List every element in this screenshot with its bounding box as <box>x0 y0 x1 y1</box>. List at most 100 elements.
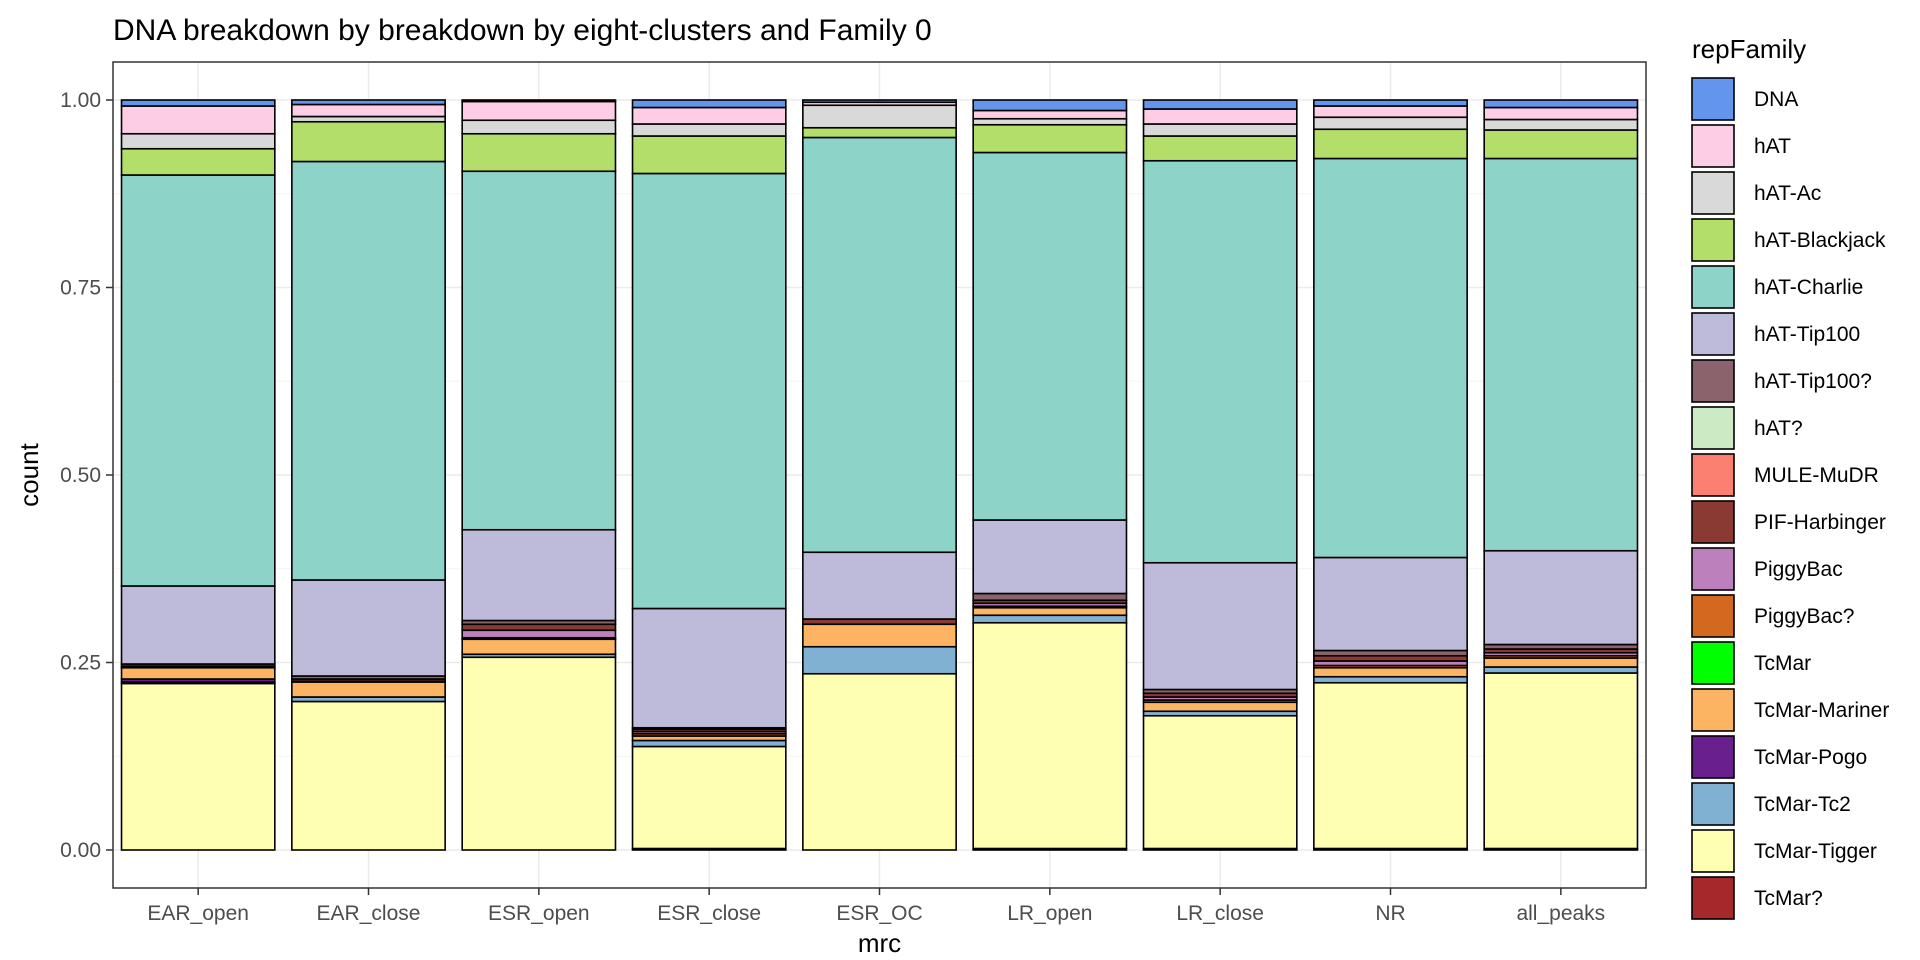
bar-segment-hAT-Ac <box>631 123 787 137</box>
legend-title: repFamily <box>1692 34 1806 64</box>
y-tick-label: 0.75 <box>60 277 101 300</box>
bar-segment-TcMar-Tc2 <box>972 614 1128 624</box>
bar-segment-TcMar-Tigger <box>291 700 446 851</box>
bar-segment-hAT-Tip100 <box>291 579 446 677</box>
bar-segment-DNA <box>291 99 446 106</box>
legend-item-PIF-Harbinger: PIF-Harbinger <box>1691 500 1886 544</box>
bar-stack-EAR_open <box>120 99 276 851</box>
bar-segment-TcMar-Mariner <box>972 606 1128 617</box>
bar-segment-hAT <box>291 103 446 118</box>
legend-item-hAT-Tip100: hAT-Tip100 <box>1691 312 1860 356</box>
y-tick-label: 1.00 <box>60 89 101 112</box>
bar-segment-TcMar-Mariner <box>802 623 957 648</box>
x-axis-title: mrc <box>858 928 901 958</box>
bar-segment-hAT-Charlie <box>631 172 787 610</box>
x-tick-label: all_peaks <box>1516 902 1605 925</box>
bar-segment-DNA <box>1142 99 1298 110</box>
legend-label: hAT <box>1754 135 1791 158</box>
bar-segment-hAT-Blackjack <box>1483 129 1639 160</box>
bar-segment-TcMar-Mariner <box>120 666 276 680</box>
legend-item-hAT-Charlie: hAT-Charlie <box>1691 265 1863 309</box>
legend-label: hAT-Charlie <box>1754 276 1863 299</box>
legend-swatch <box>1691 124 1735 168</box>
bar-segment-hAT-Ac <box>1313 116 1468 131</box>
bar-segment-hAT-Charlie <box>972 151 1128 521</box>
legend-label: TcMar-Tc2 <box>1754 793 1851 816</box>
bar-segment-TcMar-Tigger <box>1142 714 1298 850</box>
legend-item-hAT?: hAT? <box>1691 406 1803 450</box>
legend-swatch <box>1691 782 1735 826</box>
bar-segment-TcMar-Tigger <box>461 656 617 851</box>
legend-item-TcMar-Tc2: TcMar-Tc2 <box>1691 782 1851 826</box>
bar-segment-hAT-Tip100 <box>802 551 957 620</box>
bar-segment-hAT-Charlie <box>120 174 276 587</box>
bar-segment-TcMar-Tc2 <box>1483 666 1639 674</box>
legend-swatch <box>1691 688 1735 732</box>
legend-label: DNA <box>1754 88 1798 111</box>
x-axis: EAR_open EAR_close ESR_open ESR_close ESR_OC… <box>147 888 1605 925</box>
bar-segment-TcMar-Mariner <box>291 681 446 698</box>
legend-item-PiggyBac: PiggyBac <box>1691 547 1843 591</box>
bar-stack-LR_close <box>1142 99 1298 851</box>
legend-item-TcMar-Pogo: TcMar-Pogo <box>1691 735 1867 779</box>
x-tick-label: EAR_open <box>147 902 249 925</box>
bar-segment-hAT-Charlie <box>291 160 446 581</box>
bar-segment-hAT-Charlie <box>461 170 617 531</box>
legend-swatch <box>1691 218 1735 262</box>
legend-swatch <box>1691 312 1735 356</box>
y-axis-title: count <box>14 442 44 506</box>
bar-segment-hAT-Blackjack <box>120 147 276 176</box>
bar-segment-TcMar-Tigger <box>631 745 787 850</box>
bar-segment-hAT-Ac <box>1142 123 1298 137</box>
bar-segment-DNA <box>120 99 276 107</box>
bar-segment-TcMar-Mariner <box>1483 657 1639 668</box>
legend-swatch <box>1691 453 1735 497</box>
x-tick-label: NR <box>1375 902 1405 925</box>
legend-item-hAT: hAT <box>1691 124 1791 168</box>
bar-segment-TcMar-Tigger <box>1483 672 1639 850</box>
bar-segment-TcMar-Tigger <box>120 682 276 851</box>
bar-segment-TcMar-Tigger <box>972 621 1128 850</box>
x-tick-label: ESR_open <box>488 902 590 925</box>
legend-item-hAT-Tip100?: hAT-Tip100? <box>1691 359 1872 403</box>
bar-segment-hAT-Ac <box>461 119 617 135</box>
bar-segment-TcMar-Tc2 <box>1313 675 1468 684</box>
legend-label: hAT-Tip100? <box>1754 370 1872 393</box>
bar-segment-hAT-Blackjack <box>1313 128 1468 160</box>
bar-segment-TcMar-Tigger <box>1313 681 1468 850</box>
legend-swatch <box>1691 500 1735 544</box>
legend-swatch <box>1691 829 1735 873</box>
legend-swatch <box>1691 406 1735 450</box>
legend-label: TcMar <box>1754 652 1811 675</box>
bar-segment-hAT-Tip100? <box>972 592 1128 602</box>
bar-stack-EAR_close <box>291 99 446 851</box>
y-axis: 0.00 0.25 0.50 0.75 1.00 <box>60 89 113 862</box>
bar-segment-hAT-Ac <box>972 117 1128 126</box>
bar-segment-hAT-Blackjack <box>461 132 617 173</box>
bar-segment-DNA <box>461 99 617 103</box>
bar-segment-TcMar-Mariner <box>1142 701 1298 713</box>
bars <box>120 99 1639 851</box>
bar-segment-hAT-Tip100 <box>120 585 276 665</box>
x-tick-label: ESR_close <box>657 902 761 925</box>
legend-label: PIF-Harbinger <box>1754 511 1886 534</box>
legend-label: hAT-Tip100 <box>1754 323 1860 346</box>
bar-segment-hAT-Blackjack <box>972 123 1128 154</box>
bar-segment-hAT-Blackjack <box>802 126 957 139</box>
bar-segment-DNA <box>1483 99 1639 109</box>
legend-label: MULE-MuDR <box>1754 464 1879 487</box>
legend-swatch <box>1691 594 1735 638</box>
bar-segment-hAT-Ac <box>120 132 276 150</box>
bar-segment-hAT-Blackjack <box>631 135 787 175</box>
legend-label: TcMar-Pogo <box>1754 746 1867 769</box>
legend-item-TcMar?: TcMar? <box>1691 876 1823 920</box>
legend-label: PiggyBac <box>1754 558 1843 581</box>
legend-swatch <box>1691 547 1735 591</box>
legend-item-TcMar-Mariner: TcMar-Mariner <box>1691 688 1889 732</box>
x-tick-label: LR_close <box>1176 902 1264 925</box>
bar-segment-hAT-Tip100 <box>1313 556 1468 652</box>
legend-swatch <box>1691 359 1735 403</box>
legend-swatch <box>1691 876 1735 920</box>
bar-segment-hAT-Charlie <box>802 136 957 554</box>
